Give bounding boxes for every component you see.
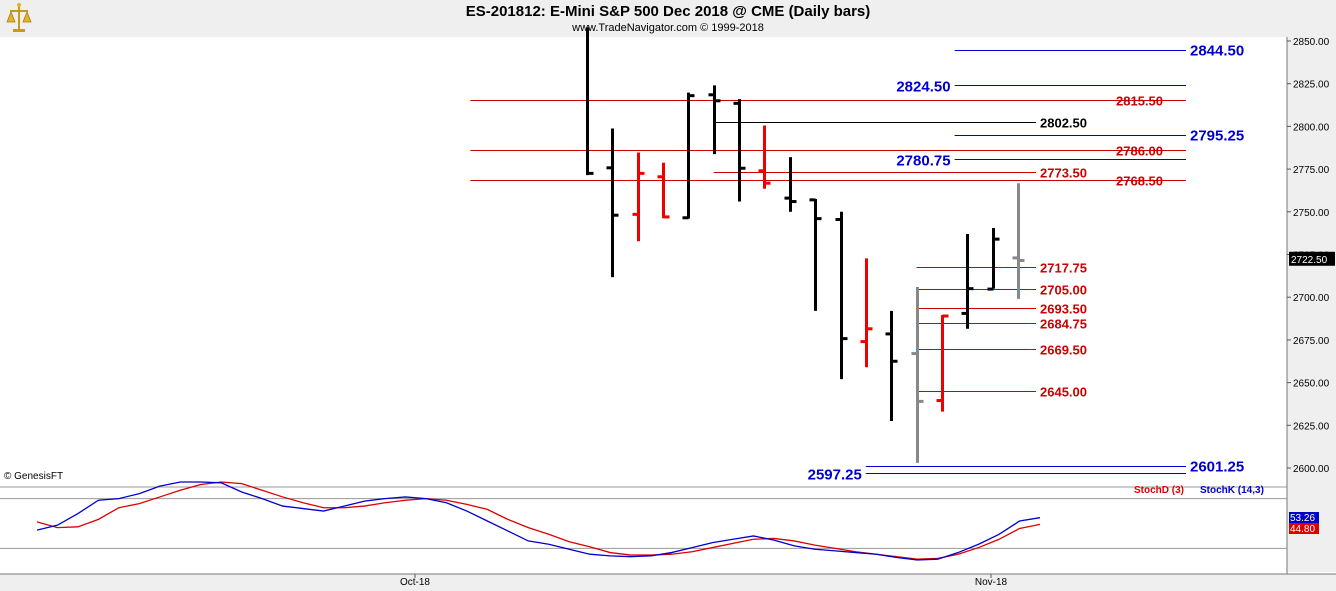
- date-axis: Oct-18 Nov-18: [400, 574, 1008, 588]
- stoch-d-legend: StochD (3): [1134, 485, 1184, 496]
- stoch-k-line: [36, 481, 1041, 561]
- level-label: 2601.25: [1190, 459, 1244, 476]
- y-tick-label: 2625.00: [1293, 421, 1330, 432]
- y-tick-label: 2650.00: [1293, 379, 1330, 390]
- last-price-label: 2722.50: [1291, 255, 1328, 266]
- stoch-d-value: 44.80: [1290, 524, 1315, 535]
- level-label: 2780.75: [896, 153, 950, 170]
- chart-title: ES-201812: E-Mini S&P 500 Dec 2018 @ CME…: [465, 3, 871, 20]
- level-label: 2705.00: [1040, 283, 1087, 298]
- level-label: 2717.75: [1040, 261, 1087, 276]
- y-tick-label: 2700.00: [1293, 293, 1330, 304]
- date-axis-background: [0, 574, 1336, 591]
- level-label: 2786.00: [1116, 144, 1163, 159]
- y-tick-label: 2675.00: [1293, 336, 1330, 347]
- chart-header: ES-201812: E-Mini S&P 500 Dec 2018 @ CME…: [0, 0, 1336, 37]
- y-tick-label: 2600.00: [1293, 464, 1330, 475]
- panel-frames: [0, 37, 1336, 591]
- stoch-k-value-box: [1289, 512, 1319, 523]
- chart-subtitle: www.TradeNavigator.com © 1999-2018: [572, 22, 764, 34]
- scales-logo-icon[interactable]: [4, 2, 34, 39]
- y-tick-label: 2750.00: [1293, 208, 1330, 219]
- chart-background: [0, 37, 1336, 591]
- y-tick-label: 2800.00: [1293, 122, 1330, 133]
- level-label: 2693.50: [1040, 302, 1087, 317]
- y-tick-label: 2850.00: [1293, 37, 1330, 48]
- last-price-box: [1289, 251, 1335, 266]
- copyright-label: © GenesisFT: [4, 471, 63, 482]
- level-label: 2802.50: [1040, 116, 1087, 131]
- level-label: 2824.50: [896, 79, 950, 96]
- stoch-k-legend: StochK (14,3): [1200, 485, 1264, 496]
- level-label: 2795.25: [1190, 128, 1244, 145]
- level-label: 2684.75: [1040, 317, 1087, 332]
- level-label: 2815.50: [1116, 94, 1163, 109]
- x-tick-label: Oct-18: [400, 577, 430, 588]
- price-axis-background: [1287, 37, 1336, 572]
- y-tick-label: 2775.00: [1293, 165, 1330, 176]
- level-label: 2669.50: [1040, 343, 1087, 358]
- stoch-k-value: 53.26: [1290, 513, 1315, 524]
- level-label: 2597.25: [808, 467, 862, 484]
- level-lines: 2844.50 2824.50 2815.50 2802.50 2795.25 2786.…: [470, 43, 1244, 484]
- price-bars: [586, 27, 1025, 463]
- price-axis: 2600.002625.002650.002675.002700.002725.…: [1287, 37, 1335, 475]
- level-label: 2645.00: [1040, 385, 1087, 400]
- stoch-d-value-box: [1289, 523, 1319, 534]
- level-label: 2768.50: [1116, 174, 1163, 189]
- level-label: 2844.50: [1190, 43, 1244, 60]
- level-label: 2773.50: [1040, 166, 1087, 181]
- x-tick-label: Nov-18: [975, 577, 1008, 588]
- y-tick-label: 2825.00: [1293, 80, 1330, 91]
